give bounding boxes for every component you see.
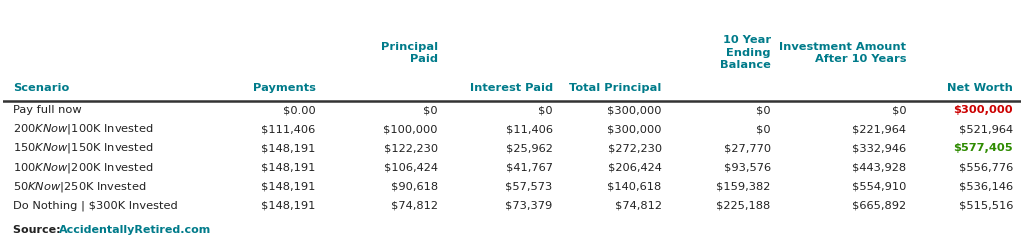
Text: $111,406: $111,406 — [261, 124, 315, 134]
Text: $443,928: $443,928 — [852, 162, 906, 172]
Text: $148,191: $148,191 — [261, 201, 315, 211]
Text: Investment Amount
After 10 Years: Investment Amount After 10 Years — [779, 42, 906, 64]
Text: Pay full now: Pay full now — [13, 105, 82, 115]
Text: Principal
Paid: Principal Paid — [381, 42, 437, 64]
Text: $73,379: $73,379 — [506, 201, 553, 211]
Bar — [3, 196, 1021, 216]
Text: $148,191: $148,191 — [261, 182, 315, 192]
Text: $272,230: $272,230 — [607, 144, 662, 154]
Text: $521,964: $521,964 — [958, 124, 1013, 134]
Text: $100K Now | $200K Invested: $100K Now | $200K Invested — [13, 160, 154, 174]
Text: $106,424: $106,424 — [384, 162, 437, 172]
Text: $200K Now | $100K Invested: $200K Now | $100K Invested — [13, 122, 154, 136]
Bar — [3, 158, 1021, 177]
Text: $148,191: $148,191 — [261, 162, 315, 172]
Text: Do Nothing | $300K Invested: Do Nothing | $300K Invested — [13, 200, 178, 211]
Text: $0.00: $0.00 — [283, 105, 315, 115]
Text: $300,000: $300,000 — [607, 124, 662, 134]
Text: $27,770: $27,770 — [724, 144, 771, 154]
Text: $665,892: $665,892 — [852, 201, 906, 211]
Text: Interest Paid: Interest Paid — [470, 83, 553, 93]
Text: $74,812: $74,812 — [390, 201, 437, 211]
Text: $122,230: $122,230 — [384, 144, 437, 154]
Text: $0: $0 — [539, 105, 553, 115]
Text: $0: $0 — [756, 105, 771, 115]
Text: $25,962: $25,962 — [506, 144, 553, 154]
Text: $332,946: $332,946 — [852, 144, 906, 154]
Text: $300,000: $300,000 — [607, 105, 662, 115]
Text: $206,424: $206,424 — [608, 162, 662, 172]
Bar — [3, 120, 1021, 139]
Text: Scenario: Scenario — [13, 83, 70, 93]
Text: $0: $0 — [423, 105, 437, 115]
Text: $556,776: $556,776 — [958, 162, 1013, 172]
Text: $148,191: $148,191 — [261, 144, 315, 154]
Text: $11,406: $11,406 — [506, 124, 553, 134]
Text: $150K Now | $150K Invested: $150K Now | $150K Invested — [13, 142, 154, 156]
Bar — [3, 100, 1021, 120]
Bar — [3, 139, 1021, 158]
Text: $536,146: $536,146 — [958, 182, 1013, 192]
Text: $41,767: $41,767 — [506, 162, 553, 172]
Text: Source:: Source: — [13, 225, 65, 235]
Text: $0: $0 — [892, 105, 906, 115]
Text: AccidentallyRetired.com: AccidentallyRetired.com — [58, 225, 211, 235]
Text: $57,573: $57,573 — [506, 182, 553, 192]
Text: $221,964: $221,964 — [852, 124, 906, 134]
Text: $93,576: $93,576 — [724, 162, 771, 172]
Bar — [3, 177, 1021, 196]
Text: $140,618: $140,618 — [607, 182, 662, 192]
Text: $74,812: $74,812 — [614, 201, 662, 211]
Text: $515,516: $515,516 — [958, 201, 1013, 211]
Text: $159,382: $159,382 — [717, 182, 771, 192]
Text: Payments: Payments — [253, 83, 315, 93]
Text: $225,188: $225,188 — [717, 201, 771, 211]
Text: $300,000: $300,000 — [953, 105, 1013, 115]
Text: $90,618: $90,618 — [390, 182, 437, 192]
Text: $554,910: $554,910 — [852, 182, 906, 192]
Text: $100,000: $100,000 — [383, 124, 437, 134]
Text: Net Worth: Net Worth — [947, 83, 1013, 93]
Text: $0: $0 — [756, 124, 771, 134]
Text: 10 Year
Ending
Balance: 10 Year Ending Balance — [720, 36, 771, 70]
Text: Total Principal: Total Principal — [569, 83, 662, 93]
Text: $577,405: $577,405 — [953, 144, 1013, 154]
Text: $50K Now  | $250K Invested: $50K Now | $250K Invested — [13, 180, 146, 194]
